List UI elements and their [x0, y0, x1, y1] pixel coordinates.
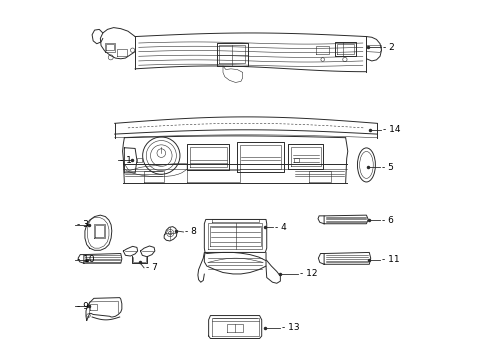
Text: - 6: - 6: [381, 216, 393, 225]
Text: - 11: - 11: [381, 255, 399, 264]
Text: - 7: - 7: [145, 264, 158, 273]
Text: - 8: - 8: [185, 228, 197, 237]
Text: - 2: - 2: [382, 43, 393, 52]
Text: - 5: - 5: [381, 163, 393, 172]
Text: - 14: - 14: [382, 125, 399, 134]
Text: - 9: - 9: [77, 302, 89, 311]
Text: - 3: - 3: [77, 220, 89, 229]
Text: - 4: - 4: [274, 223, 286, 232]
Text: - 12: - 12: [300, 269, 317, 278]
Text: - 13: - 13: [282, 323, 299, 332]
Text: - 10: - 10: [77, 255, 95, 264]
Text: - 1: - 1: [120, 156, 132, 165]
